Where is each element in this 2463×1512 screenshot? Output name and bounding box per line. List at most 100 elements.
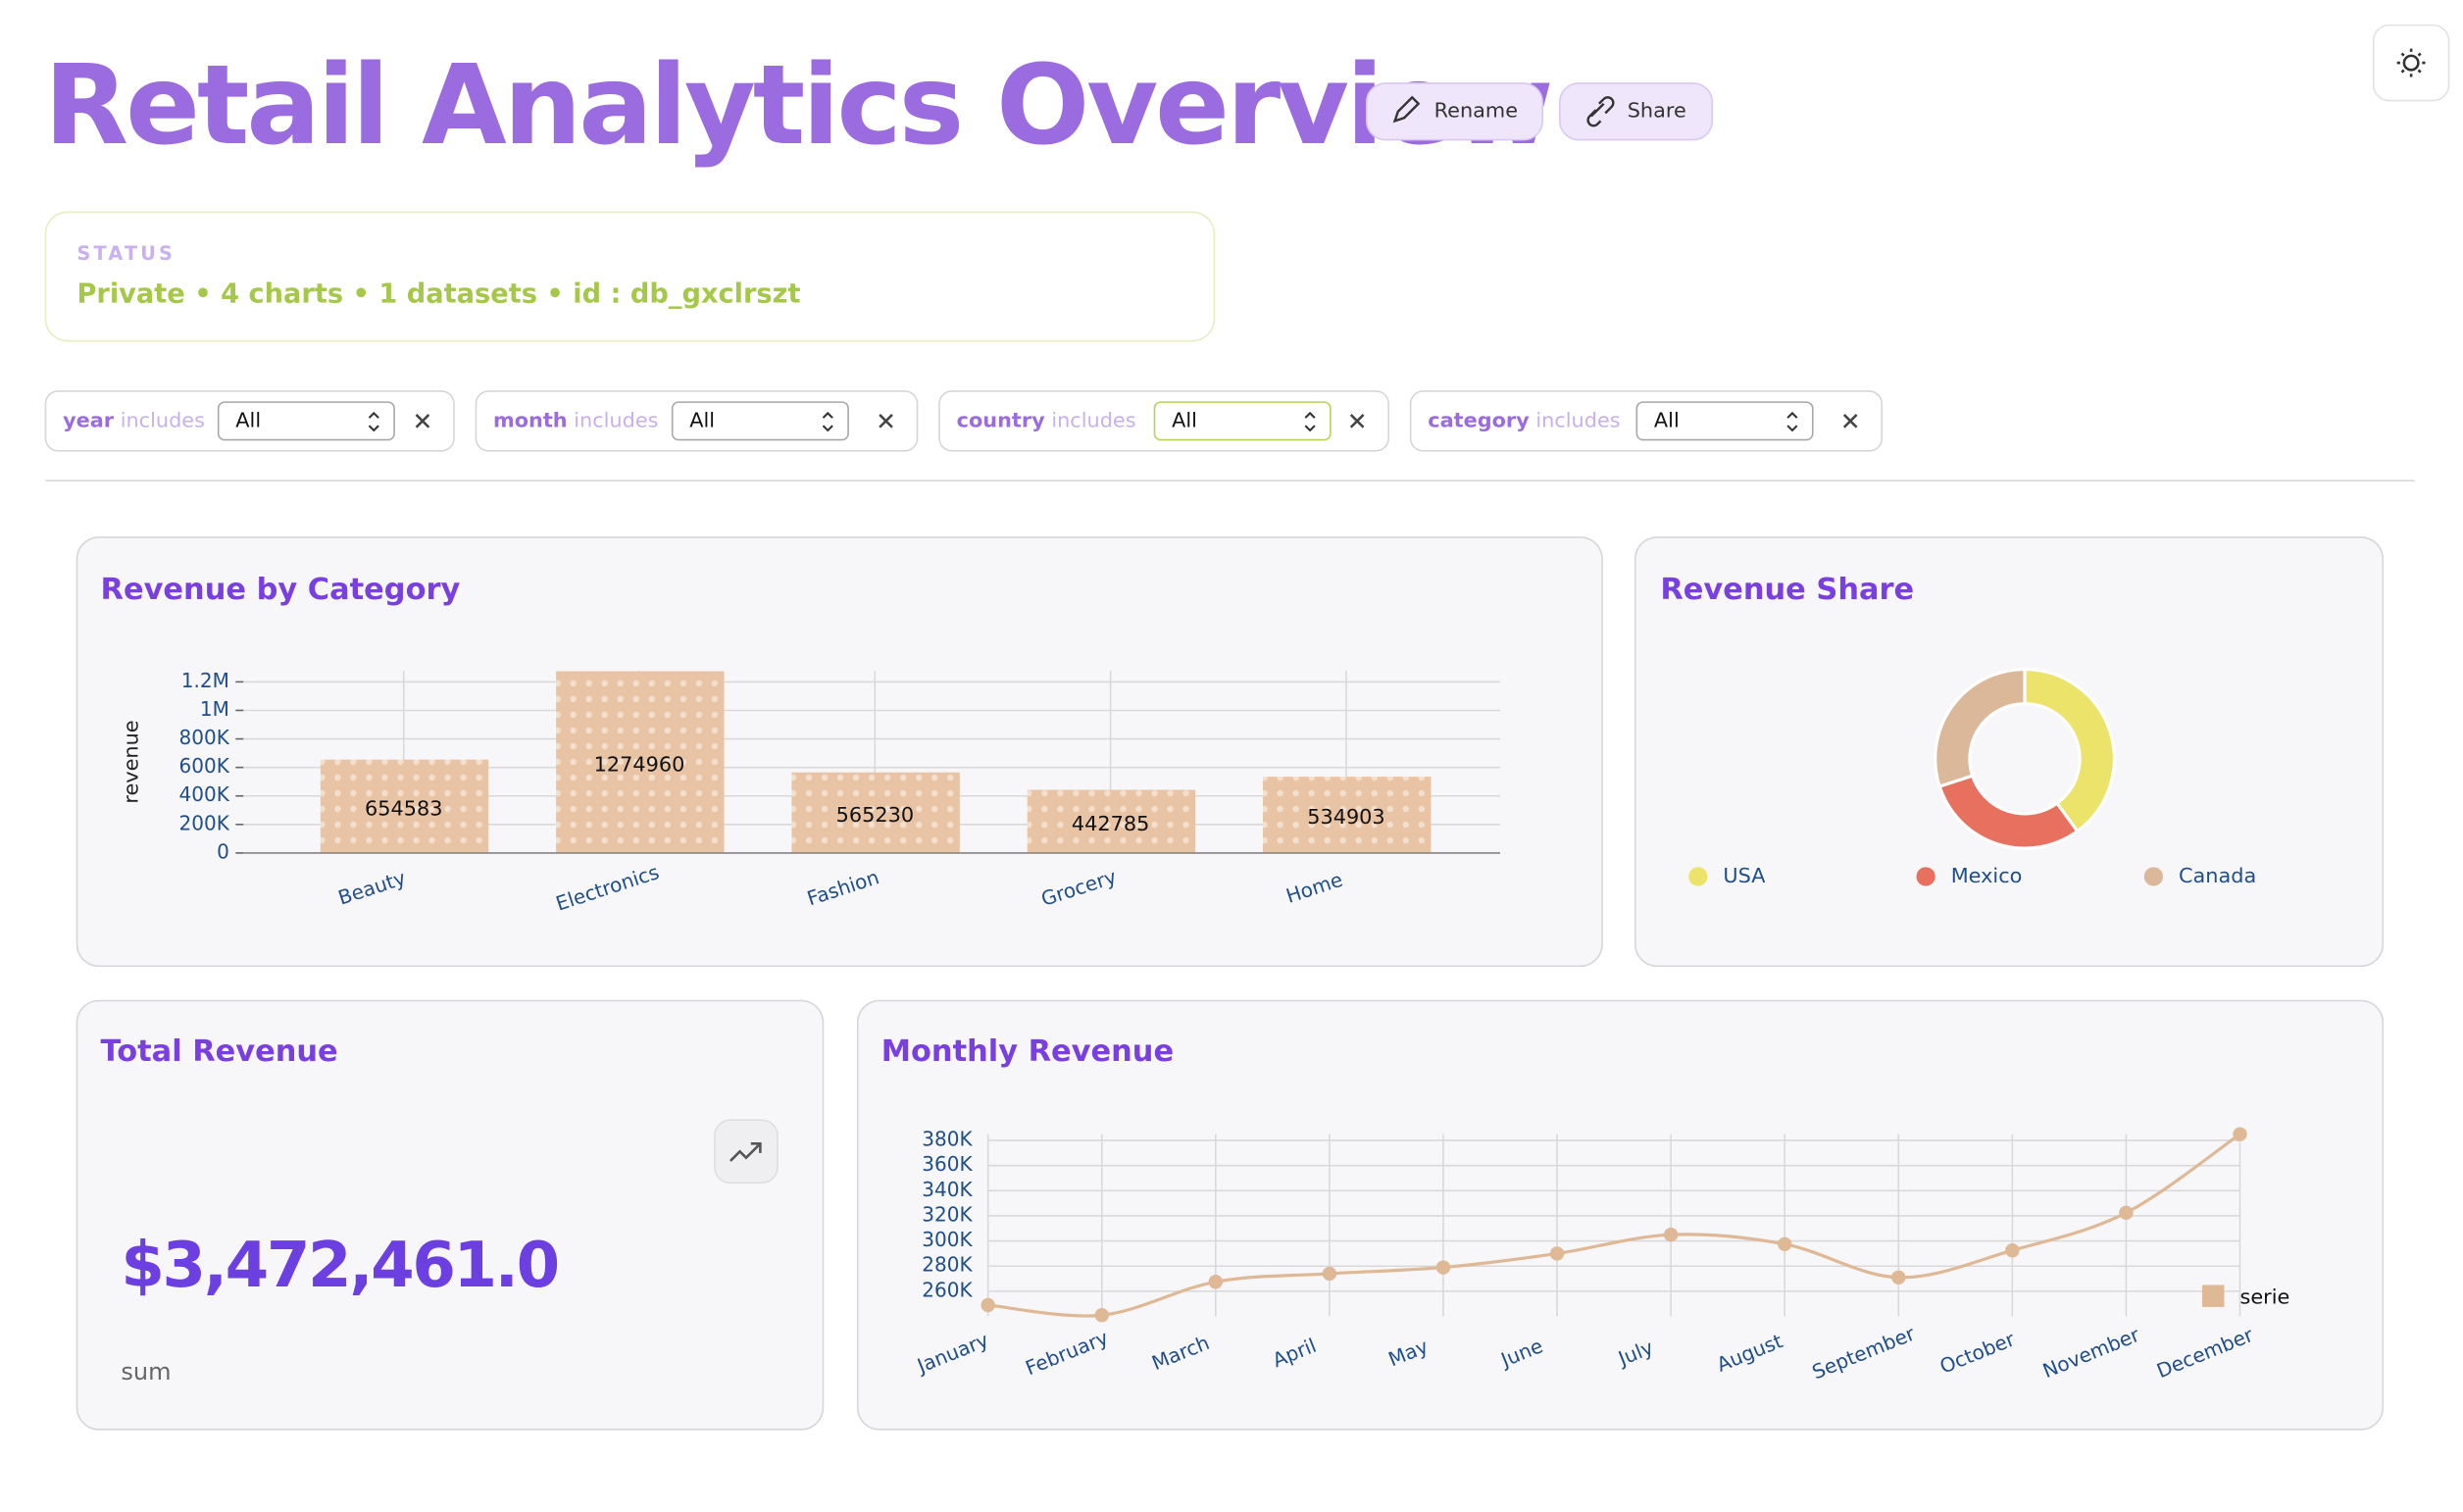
point [1891, 1270, 1906, 1285]
value-label: 654583 [365, 797, 442, 821]
filter-text: country includes [957, 408, 1136, 431]
chevron [368, 411, 379, 432]
bar [1263, 777, 1432, 853]
legend-swatch [1916, 867, 1935, 886]
bar [320, 759, 489, 853]
filter-field: month [493, 408, 568, 431]
select-value: All [689, 408, 715, 431]
status-text: Private • 4 charts • 1 datasets • id : d… [76, 279, 800, 310]
filter-operator: includes [574, 408, 658, 431]
legend-label: Mexico [1951, 864, 2023, 887]
chevron [1786, 411, 1798, 432]
filter-text: month includes [493, 408, 658, 431]
button-label: Rename [1434, 99, 1518, 123]
bar [1027, 789, 1196, 853]
chevron [1304, 411, 1316, 432]
value-label: 1274960 [594, 752, 685, 776]
point [2119, 1205, 2134, 1220]
filter-text: year includes [63, 408, 205, 431]
status-box [44, 211, 1216, 342]
clear-filter[interactable] [415, 414, 430, 428]
select-box [1153, 401, 1332, 441]
button-label: Share [1628, 99, 1686, 123]
select-box [217, 401, 395, 441]
select-value: All [1654, 408, 1680, 431]
filter-select[interactable]: All [1153, 401, 1332, 441]
filter-select[interactable]: All [1635, 401, 1814, 441]
y-tick-label: 1.2M [181, 669, 229, 692]
select-box [1635, 401, 1814, 441]
status-label: STATUS [76, 242, 176, 265]
point [2005, 1243, 2020, 1258]
chevron [822, 411, 833, 432]
card [1634, 536, 2385, 968]
filter: month includes All [475, 390, 919, 452]
chart-title: Revenue by Category [101, 573, 461, 607]
legend-label: serie [2240, 1285, 2290, 1308]
filter-select[interactable]: All [217, 401, 395, 441]
chart-title: Monthly Revenue [881, 1034, 1174, 1069]
filter-text: category includes [1428, 408, 1620, 431]
card [75, 999, 825, 1431]
y-tick-label: 280K [922, 1253, 973, 1277]
y-tick-label: 260K [922, 1278, 973, 1301]
bar [556, 671, 725, 853]
value-label: 565230 [836, 803, 914, 827]
filter-field: year [63, 408, 115, 431]
clear-filter[interactable] [1842, 414, 1858, 428]
point [1777, 1236, 1792, 1252]
point [1549, 1246, 1565, 1261]
line [987, 1133, 2241, 1318]
filter: country includes All [938, 390, 1390, 452]
kpi-value: $3,472,461.0 [121, 1230, 557, 1302]
pie-slice [2023, 667, 2116, 833]
y-tick-label: 320K [922, 1202, 973, 1226]
y-tick-label: 360K [922, 1152, 973, 1176]
value-label: 442785 [1072, 812, 1149, 835]
point [1208, 1275, 1224, 1289]
chart-title: Revenue Share [1660, 573, 1914, 607]
point [2233, 1127, 2247, 1141]
filter-operator: includes [121, 408, 205, 431]
point [1435, 1260, 1451, 1275]
clear-filter[interactable] [879, 414, 893, 428]
theme-toggle[interactable] [2372, 24, 2450, 102]
y-tick-label: 600K [179, 754, 230, 778]
legend-label: Canada [2179, 864, 2256, 887]
legend-swatch [2202, 1285, 2225, 1307]
filter-select[interactable]: All [671, 401, 849, 441]
y-tick-label: 400K [179, 782, 230, 806]
legend-swatch [2143, 867, 2164, 886]
y-tick-label: 800K [179, 726, 230, 749]
y-tick-label: 340K [922, 1178, 973, 1201]
legend-swatch [1688, 867, 1708, 886]
select-box [671, 401, 849, 441]
legend-label: USA [1723, 864, 1766, 887]
bar [791, 772, 960, 853]
trend-icon [714, 1119, 779, 1184]
clear-filter[interactable] [1349, 414, 1365, 428]
kpi-caption: sum [121, 1358, 171, 1386]
trend-glyph [729, 1142, 762, 1162]
filter-operator: includes [1051, 408, 1135, 431]
share-button[interactable]: Share [1559, 82, 1714, 141]
pie-slice [1937, 774, 2080, 850]
pie-slice [1934, 667, 2027, 789]
y-tick-label: 380K [922, 1128, 973, 1151]
rename-button[interactable]: Rename [1365, 82, 1544, 141]
card [75, 536, 1603, 968]
filter: year includes All [44, 390, 455, 452]
select-value: All [235, 408, 261, 431]
filter-operator: includes [1535, 408, 1620, 431]
y-tick-label: 200K [179, 811, 230, 834]
filter: category includes All [1409, 390, 1884, 452]
point [980, 1297, 995, 1313]
y-axis-label: revenue [120, 720, 143, 803]
page-title: Retail Analytics Overview [44, 42, 1550, 170]
y-tick-label: 300K [922, 1228, 973, 1251]
chart-title: Total Revenue [101, 1034, 338, 1069]
select-value: All [1172, 408, 1197, 431]
point [1094, 1308, 1109, 1323]
